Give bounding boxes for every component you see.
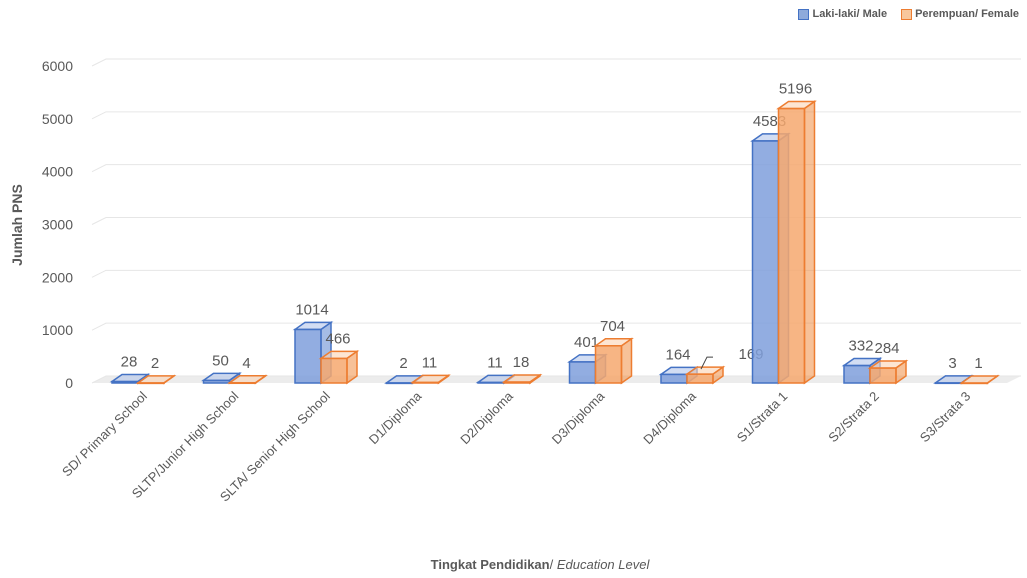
bar-male-front [751,140,780,384]
bar-female-side [895,359,907,385]
data-label-leader-line [700,356,713,370]
data-label: 466 [325,330,350,347]
data-label: 284 [874,340,899,357]
legend-label-male: Laki-laki/ Male [812,8,888,20]
bar-female-front [594,345,623,384]
gridline [91,58,1021,67]
chart-legend: Laki-laki/ Male Perempuan/ Female [798,8,1019,20]
legend-item-male: Laki-laki/ Male [798,8,887,20]
x-axis-title: Tingkat Pendidikan/ Education Level [430,557,650,572]
bar-female-side [712,365,724,385]
bar-female-front [320,357,348,384]
data-label: 11 [487,354,503,371]
y-tick-label: 1000 [42,322,73,338]
x-tick-label: S1/Strata 1 [734,389,791,446]
data-label: 164 [665,346,690,363]
data-label: 2 [151,355,159,372]
bar-female-side [437,373,450,385]
legend-swatch-female [901,8,913,20]
data-label: 18 [513,354,530,371]
data-label: 28 [121,354,138,371]
x-tick-label: D3/Diploma [549,388,608,447]
bar-female-side [620,337,633,385]
legend-item-female: Perempuan/ Female [901,8,1019,20]
data-label: 332 [848,337,873,354]
bar-female-side [254,374,267,385]
bar-female-front [869,367,897,384]
x-tick-label: D1/Diploma [366,388,425,447]
legend-label-female: Perempuan/ Female [915,8,1019,20]
y-tick-label: 0 [65,375,73,391]
x-tick-label: SD/ Primary School [59,388,150,479]
bar-female-side [803,100,816,385]
data-label: 5196 [779,80,812,97]
bar-female-side [986,374,999,385]
x-tick-label: S2/Strata 2 [825,389,882,446]
y-tick-label: 4000 [42,164,73,180]
bar-female-side [346,349,358,385]
gridline [91,322,1021,331]
bar-female-side [163,374,175,385]
gridline [91,111,1021,120]
gridline [91,269,1021,278]
y-tick-label: 6000 [42,58,73,74]
y-tick-label: 3000 [42,217,73,233]
bar-male-front [660,373,688,384]
y-tick-label: 5000 [42,111,73,127]
data-label: 4 [242,355,250,372]
data-label: 401 [574,334,599,351]
x-tick-label: S3/Strata 3 [917,389,974,446]
data-label: 11 [422,354,438,371]
data-label: 50 [212,352,229,369]
gridline [91,217,1021,225]
x-tick-label: D2/Diploma [457,388,516,447]
bar-male-front [294,328,322,384]
data-label: 704 [600,318,625,335]
data-label: 1014 [295,301,328,318]
x-tick-label: SLTP/Junior High School [129,388,242,501]
bar-female-front [686,373,714,384]
data-label: 3 [948,355,956,372]
bar-female-front [777,107,806,384]
y-tick-label: 2000 [42,269,73,285]
data-label: 1 [974,355,982,372]
bar-male-front [568,361,597,384]
x-tick-label: D4/Diploma [640,388,699,447]
y-axis-title: Jumlah PNS [9,184,25,266]
bar-male-front [843,364,871,384]
legend-swatch-male [798,8,810,20]
x-axis-title-bold: Tingkat Pendidikan [430,557,550,572]
x-axis-title-italic: Education Level [556,557,650,572]
bar-female-side [529,373,541,385]
data-label: 2 [399,355,407,372]
gridline [91,164,1021,173]
